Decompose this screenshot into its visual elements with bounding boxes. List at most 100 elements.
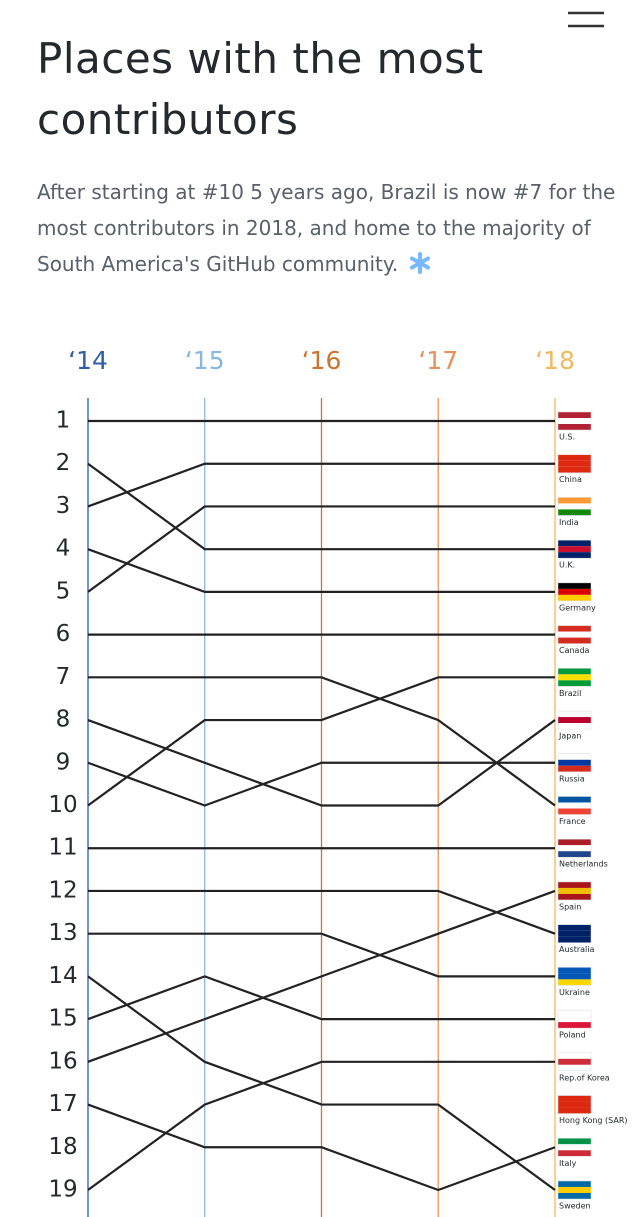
country-label: Rep.of Korea: [559, 1073, 610, 1082]
flag-end-mark: [557, 411, 592, 431]
flag-stripe: [558, 711, 591, 718]
rank-line: [87, 761, 555, 807]
flag-stripe: [558, 1010, 591, 1017]
country-flag: [557, 881, 592, 901]
rank-line: [88, 889, 556, 935]
flag-stripe: [558, 1138, 591, 1145]
header: Places with the most contributors After …: [37, 28, 617, 282]
year-label: ‘15: [185, 346, 225, 375]
flag-stripe: [558, 1193, 591, 1199]
flag-end-mark: [557, 881, 592, 901]
flag-stripe: [558, 1052, 591, 1059]
flag-stripe: [558, 424, 591, 430]
flag-stripe: [558, 509, 591, 516]
flag-end-mark: [557, 454, 592, 473]
flag-end-mark: [557, 967, 592, 986]
country-label: Russia: [559, 774, 585, 783]
y-tick-label: 18: [48, 1134, 77, 1160]
country-label: Brazil: [559, 689, 581, 698]
flag-end-mark: [557, 1180, 592, 1200]
flag-stripe: [558, 973, 591, 980]
flag-stripe: [558, 759, 591, 766]
country-label: France: [559, 817, 586, 826]
rank-line: [87, 975, 555, 1021]
country-flag: [557, 1095, 592, 1114]
flag-stripe: [558, 796, 591, 803]
country-label: U.K.: [559, 561, 575, 570]
rank-line: [87, 462, 555, 551]
y-tick-label: 16: [48, 1048, 77, 1074]
country-label: Hong Kong (SAR): [559, 1116, 628, 1125]
flag-end-mark: [557, 1052, 592, 1072]
flag-end-mark: [557, 710, 592, 730]
country-flag: [557, 411, 592, 431]
country-flag: [557, 454, 592, 473]
flag-end-mark: [557, 796, 592, 815]
flag-stripe: [558, 1016, 591, 1023]
flag-stripe: [558, 839, 591, 846]
subtitle-text: After starting at #10 5 years ago, Brazi…: [37, 180, 616, 276]
flag-end-mark: [557, 753, 592, 773]
flag-stripe: [558, 930, 591, 937]
menu-button[interactable]: [566, 10, 606, 32]
flag-stripe: [558, 625, 591, 632]
y-tick-label: 10: [48, 792, 77, 818]
country-label: Sweden: [559, 1202, 591, 1211]
flag-stripe: [558, 893, 591, 900]
flag-stripe: [558, 582, 591, 589]
rank-line: [88, 932, 555, 978]
year-label: ‘18: [535, 346, 575, 375]
y-tick-label: 11: [48, 835, 77, 861]
country-flag: [557, 753, 592, 773]
flag-stripe: [558, 924, 591, 931]
flag-stripe: [558, 588, 591, 595]
year-label: ‘16: [302, 346, 342, 375]
country-label: Spain: [559, 902, 581, 911]
y-tick-label: 8: [56, 707, 71, 733]
flag-end-mark: [557, 1138, 592, 1157]
country-flag: [557, 539, 592, 559]
country-flag: [557, 1180, 592, 1200]
asterisk-icon: [409, 252, 430, 274]
country-flag: [557, 838, 592, 858]
flag-end-mark: [557, 924, 592, 943]
rank-line: [87, 462, 555, 508]
country-flag: [557, 796, 592, 815]
country-label: China: [559, 475, 582, 484]
y-tick-label: 2: [56, 450, 71, 476]
flag-stripe: [558, 753, 591, 760]
flag-end-mark: [557, 1009, 592, 1029]
y-tick-label: 5: [56, 578, 71, 604]
y-tick-label: 19: [48, 1177, 77, 1203]
flag-stripe: [558, 418, 591, 424]
flag-end-mark: [557, 539, 592, 559]
flag-stripe: [558, 1064, 591, 1071]
country-label: Poland: [559, 1031, 586, 1040]
rank-line: [87, 975, 556, 1191]
y-tick-label: 7: [56, 664, 71, 690]
country-flag: [557, 1138, 592, 1157]
rank-line: [87, 505, 555, 593]
flag-stripe: [558, 1181, 591, 1187]
y-tick-label: 15: [48, 1006, 77, 1032]
rank-line: [88, 676, 556, 807]
flag-stripe: [558, 967, 591, 974]
y-tick-label: 4: [56, 536, 71, 562]
country-label: Italy: [559, 1159, 577, 1168]
y-tick-label: 14: [48, 963, 77, 989]
flag-stripe: [558, 936, 591, 943]
country-label: India: [559, 518, 579, 527]
country-label: Australia: [559, 945, 594, 954]
y-tick-label: 17: [48, 1091, 77, 1117]
flag-end-mark: [557, 582, 592, 602]
flag-stripe: [558, 887, 591, 894]
subtitle: After starting at #10 5 years ago, Brazi…: [37, 174, 617, 282]
flag-stripe: [558, 680, 591, 687]
country-flag: [557, 582, 592, 602]
flag-stripe: [558, 466, 591, 473]
y-tick-label: 13: [48, 920, 77, 946]
flag-stripe: [558, 412, 591, 418]
flag-stripe: [558, 881, 591, 888]
